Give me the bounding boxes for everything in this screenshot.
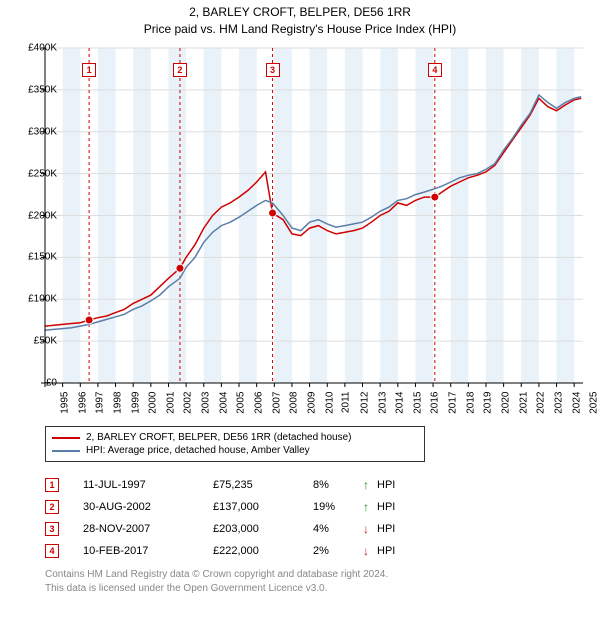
x-tick-label: 2009 xyxy=(306,392,317,414)
arrow-down-icon: ↓ xyxy=(363,544,377,558)
sale-row: 4 10-FEB-2017£222,0002%↓HPI xyxy=(45,540,525,562)
y-tick-label: £350K xyxy=(28,84,57,95)
x-tick-label: 2004 xyxy=(218,392,229,414)
x-tick-label: 2007 xyxy=(271,392,282,414)
sale-row: 2 30-AUG-2002£137,00019%↑HPI xyxy=(45,496,525,518)
x-tick-label: 2005 xyxy=(236,392,247,414)
x-tick-label: 2021 xyxy=(518,392,529,414)
title-line1: 2, BARLEY CROFT, BELPER, DE56 1RR xyxy=(0,4,600,21)
sale-pct: 8% xyxy=(313,479,363,491)
footer-line2: This data is licensed under the Open Gov… xyxy=(45,582,388,596)
x-tick-label: 1999 xyxy=(130,392,141,414)
x-tick-label: 2001 xyxy=(165,392,176,414)
x-tick-label: 2003 xyxy=(200,392,211,414)
legend-swatch xyxy=(52,437,80,439)
footer-line1: Contains HM Land Registry data © Crown c… xyxy=(45,568,388,582)
sale-row: 1 11-JUL-1997£75,2358%↑HPI xyxy=(45,474,525,496)
footer: Contains HM Land Registry data © Crown c… xyxy=(45,568,388,595)
sale-date: 28-NOV-2007 xyxy=(83,523,213,535)
sale-price: £222,000 xyxy=(213,545,313,557)
sale-hpi-label: HPI xyxy=(377,479,417,491)
x-tick-label: 2011 xyxy=(341,392,352,414)
x-tick-label: 2014 xyxy=(394,392,405,414)
x-tick-label: 2016 xyxy=(430,392,441,414)
y-tick-label: £200K xyxy=(28,210,57,221)
x-tick-label: 2015 xyxy=(412,392,423,414)
x-tick-label: 2008 xyxy=(289,392,300,414)
x-tick-label: 1997 xyxy=(95,392,106,414)
x-tick-label: 2012 xyxy=(359,392,370,414)
sale-price: £137,000 xyxy=(213,501,313,513)
sale-marker-box: 3 xyxy=(45,522,59,536)
sale-marker-box: 2 xyxy=(45,500,59,514)
sale-row: 3 28-NOV-2007£203,0004%↓HPI xyxy=(45,518,525,540)
y-tick-label: £50K xyxy=(34,336,57,347)
sale-date: 11-JUL-1997 xyxy=(83,479,213,491)
x-tick-label: 2006 xyxy=(253,392,264,414)
x-tick-label: 1995 xyxy=(59,392,70,414)
x-tick-label: 2017 xyxy=(447,392,458,414)
x-tick-label: 1996 xyxy=(77,392,88,414)
sale-dot-1 xyxy=(85,316,93,324)
legend-label: HPI: Average price, detached house, Ambe… xyxy=(86,445,310,456)
x-tick-label: 2023 xyxy=(553,392,564,414)
chart-container: 2, BARLEY CROFT, BELPER, DE56 1RR Price … xyxy=(0,0,600,620)
legend-label: 2, BARLEY CROFT, BELPER, DE56 1RR (detac… xyxy=(86,432,352,443)
chart-marker-1: 1 xyxy=(82,63,96,77)
sale-hpi-label: HPI xyxy=(377,501,417,513)
x-tick-label: 2013 xyxy=(377,392,388,414)
sale-marker-box: 4 xyxy=(45,544,59,558)
chart-marker-2: 2 xyxy=(173,63,187,77)
sale-dot-2 xyxy=(176,264,184,272)
legend-row: HPI: Average price, detached house, Ambe… xyxy=(52,444,418,457)
x-tick-label: 2002 xyxy=(183,392,194,414)
y-tick-label: £400K xyxy=(28,43,57,54)
x-tick-label: 2020 xyxy=(500,392,511,414)
chart-area xyxy=(45,48,583,383)
y-tick-label: £250K xyxy=(28,168,57,179)
legend-row: 2, BARLEY CROFT, BELPER, DE56 1RR (detac… xyxy=(52,431,418,444)
x-tick-label: 2025 xyxy=(588,392,599,414)
sale-hpi-label: HPI xyxy=(377,523,417,535)
sale-dot-4 xyxy=(431,193,439,201)
chart-svg xyxy=(45,48,583,383)
sale-pct: 4% xyxy=(313,523,363,535)
x-tick-label: 1998 xyxy=(112,392,123,414)
y-tick-label: £300K xyxy=(28,126,57,137)
sale-pct: 2% xyxy=(313,545,363,557)
arrow-up-icon: ↑ xyxy=(363,500,377,514)
sale-marker-box: 1 xyxy=(45,478,59,492)
x-tick-label: 2024 xyxy=(571,392,582,414)
y-tick-label: £100K xyxy=(28,294,57,305)
sale-date: 10-FEB-2017 xyxy=(83,545,213,557)
y-tick-label: £150K xyxy=(28,252,57,263)
sale-price: £75,235 xyxy=(213,479,313,491)
chart-marker-4: 4 xyxy=(428,63,442,77)
legend-swatch xyxy=(52,450,80,452)
x-tick-label: 2019 xyxy=(483,392,494,414)
y-tick-label: £0 xyxy=(46,378,57,389)
sale-dot-3 xyxy=(269,209,277,217)
x-tick-label: 2022 xyxy=(536,392,547,414)
title-line2: Price paid vs. HM Land Registry's House … xyxy=(0,21,600,38)
title-block: 2, BARLEY CROFT, BELPER, DE56 1RR Price … xyxy=(0,0,600,38)
sale-pct: 19% xyxy=(313,501,363,513)
x-tick-label: 2018 xyxy=(465,392,476,414)
arrow-up-icon: ↑ xyxy=(363,478,377,492)
x-tick-label: 2000 xyxy=(147,392,158,414)
x-tick-label: 2010 xyxy=(324,392,335,414)
sale-price: £203,000 xyxy=(213,523,313,535)
arrow-down-icon: ↓ xyxy=(363,522,377,536)
legend: 2, BARLEY CROFT, BELPER, DE56 1RR (detac… xyxy=(45,426,425,462)
sale-date: 30-AUG-2002 xyxy=(83,501,213,513)
sales-table: 111-JUL-1997£75,2358%↑HPI230-AUG-2002£13… xyxy=(45,474,525,562)
sale-hpi-label: HPI xyxy=(377,545,417,557)
chart-marker-3: 3 xyxy=(266,63,280,77)
